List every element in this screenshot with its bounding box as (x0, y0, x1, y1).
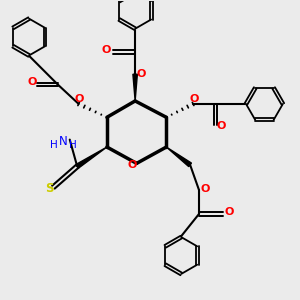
Text: O: O (128, 160, 137, 170)
Text: O: O (190, 94, 199, 103)
Text: O: O (216, 121, 225, 131)
Text: O: O (102, 45, 111, 56)
Text: N: N (59, 136, 68, 148)
Text: O: O (27, 77, 36, 87)
Text: O: O (225, 207, 234, 218)
Text: S: S (46, 182, 54, 195)
Text: H: H (50, 140, 58, 150)
Text: O: O (201, 184, 210, 194)
Polygon shape (133, 74, 137, 101)
Text: H: H (69, 140, 77, 150)
Text: O: O (75, 94, 84, 104)
Polygon shape (76, 147, 107, 168)
Polygon shape (166, 147, 191, 167)
Text: O: O (137, 69, 146, 79)
